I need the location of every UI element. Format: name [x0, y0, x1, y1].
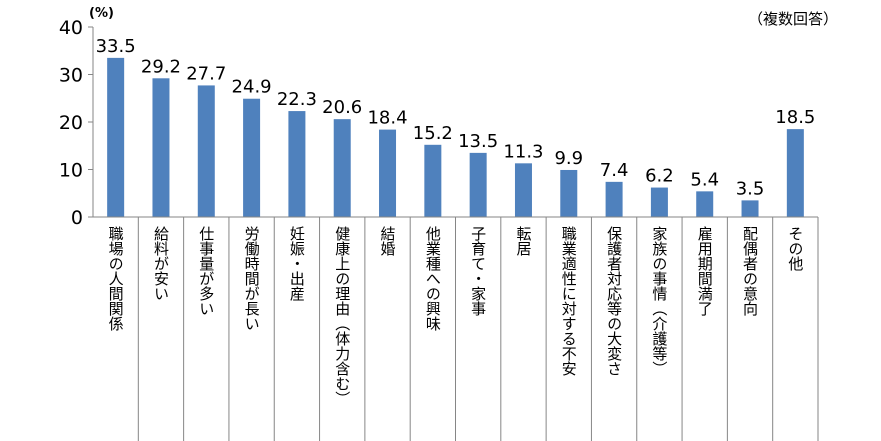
data-label: 33.5 [96, 36, 136, 57]
bar [107, 57, 125, 217]
data-label: 9.9 [554, 148, 583, 169]
bar [560, 169, 578, 217]
category-label: 保護者対応等の大変さ [605, 226, 624, 376]
data-labels: 33.529.2 27.7 24.922.3 20.6 18.4 15.2 13.5 11.3… [96, 36, 816, 200]
bar [514, 163, 532, 217]
data-label: 15.2 [413, 123, 453, 144]
y-tick-label: 20 [59, 112, 83, 134]
data-label: 11.3 [503, 141, 543, 162]
category-label: 妊娠・出産 [287, 226, 306, 301]
data-label: 13.5 [458, 131, 498, 152]
y-tick-label: 0 [71, 207, 83, 229]
y-unit-label: (%) [89, 6, 114, 21]
data-label: 7.4 [600, 160, 629, 181]
data-label: 18.4 [367, 108, 407, 129]
bar [741, 200, 759, 217]
category-label: 職業適性に対する不安 [559, 226, 578, 376]
bar [288, 111, 306, 217]
bar [650, 187, 668, 217]
data-label: 6.2 [645, 166, 674, 187]
category-label: 他業種への興味 [423, 226, 442, 331]
category-label: 健康上の理由（体力含む） [333, 226, 352, 406]
category-label: 給料が安い [151, 226, 170, 301]
bar [786, 129, 804, 217]
category-dividers [137, 217, 819, 441]
category-label: 労働時間が長い [242, 226, 261, 331]
bar [333, 119, 351, 217]
category-label: 仕事量が多い [197, 226, 216, 316]
y-tick-label: 40 [59, 17, 83, 39]
y-tick-label: 10 [59, 160, 83, 182]
data-label: 18.5 [775, 107, 815, 128]
data-label: 27.7 [186, 63, 226, 84]
data-label: 22.3 [277, 89, 317, 110]
category-label: 家族の事情（介護等） [650, 226, 669, 376]
multiple-answers-note: （複数回答） [748, 10, 838, 28]
data-label: 20.6 [322, 97, 362, 118]
data-label: 24.9 [232, 77, 272, 98]
bar [605, 181, 623, 217]
category-label: その他 [786, 226, 805, 271]
bar [424, 144, 442, 217]
category-label: 結婚 [378, 226, 397, 256]
bar [243, 98, 261, 217]
category-label: 雇用期間満了 [695, 226, 714, 316]
category-label: 子育て・家事 [469, 226, 488, 316]
category-label: 配偶者の意向 [741, 226, 760, 316]
y-axis-ticks: 0 10 20 30 40 [59, 17, 93, 229]
bar [197, 85, 215, 217]
bar [469, 152, 487, 217]
data-label: 29.2 [141, 56, 181, 77]
data-label: 3.5 [736, 178, 765, 199]
y-tick-label: 30 [59, 65, 83, 87]
bar [379, 129, 397, 217]
data-label: 5.4 [690, 169, 719, 190]
category-label: 職場の人間関係 [106, 226, 125, 331]
bar [696, 191, 714, 217]
bar-series [107, 57, 804, 217]
category-label: 転居 [514, 226, 533, 256]
bar [152, 78, 170, 217]
